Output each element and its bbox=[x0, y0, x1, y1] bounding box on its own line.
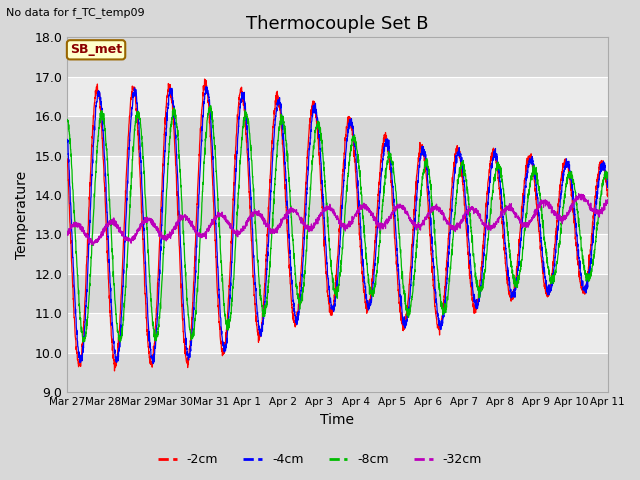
Y-axis label: Temperature: Temperature bbox=[15, 171, 29, 259]
Bar bbox=[67, 274, 608, 313]
Text: No data for f_TC_temp09: No data for f_TC_temp09 bbox=[6, 7, 145, 18]
Bar bbox=[67, 234, 608, 274]
Bar bbox=[67, 116, 608, 156]
Text: SB_met: SB_met bbox=[70, 43, 122, 56]
Bar bbox=[67, 195, 608, 234]
Legend: -2cm, -4cm, -8cm, -32cm: -2cm, -4cm, -8cm, -32cm bbox=[153, 448, 487, 471]
Bar bbox=[67, 313, 608, 353]
X-axis label: Time: Time bbox=[321, 413, 355, 427]
Bar bbox=[67, 353, 608, 392]
Bar bbox=[67, 37, 608, 77]
Bar bbox=[67, 156, 608, 195]
Title: Thermocouple Set B: Thermocouple Set B bbox=[246, 15, 429, 33]
Bar bbox=[67, 77, 608, 116]
